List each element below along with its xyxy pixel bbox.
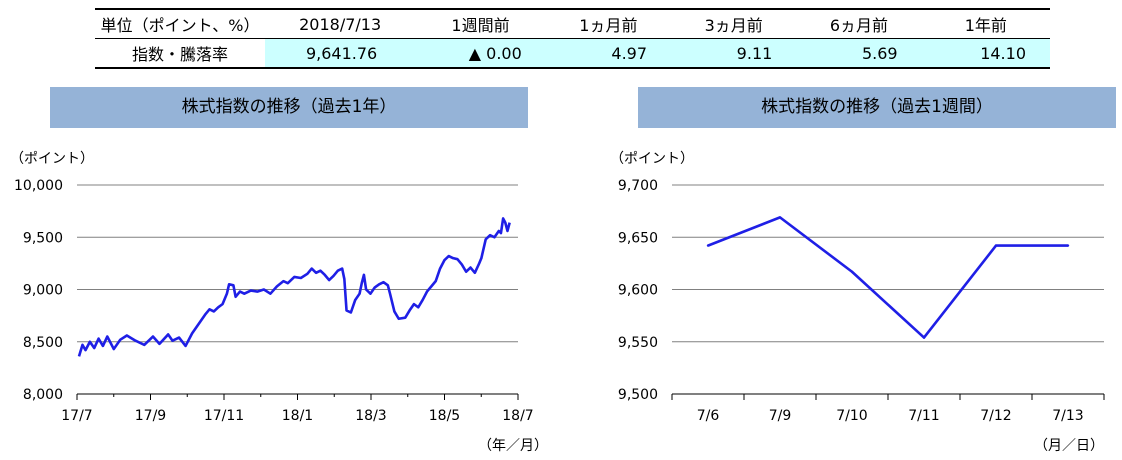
x-tick-label: 7/12 — [980, 408, 1011, 424]
chart-1year: 10,000 9,500 9,000 8,500 8,000 （ポイント） （年／月） 17/… — [10, 151, 548, 454]
y-tick-label: 9,650 — [618, 230, 658, 246]
data-point — [994, 244, 998, 247]
data-point — [922, 336, 926, 339]
y-tick-label: 10,000 — [14, 178, 63, 194]
value-3m: 9.11 — [671, 38, 797, 69]
x-tick-label: 7/9 — [769, 408, 792, 424]
data-point — [1066, 244, 1070, 247]
data-point — [850, 270, 854, 273]
value-1m: 4.97 — [545, 38, 672, 69]
header-1m: 1ヵ月前 — [545, 8, 672, 39]
y-axis-label: （ポイント） — [610, 151, 694, 167]
x-tick-label: 18/1 — [282, 408, 313, 424]
value-6m: 5.69 — [796, 38, 922, 69]
header-1y: 1年前 — [921, 8, 1050, 39]
header-date: 2018/7/13 — [265, 8, 416, 39]
x-axis-label: （年／月） — [478, 438, 548, 454]
x-tick-label: 18/3 — [355, 408, 386, 424]
x-tick-label: 18/7 — [502, 408, 533, 424]
data-point — [706, 244, 710, 247]
value-1y: 14.10 — [921, 38, 1050, 69]
x-tick-label: 7/10 — [836, 408, 867, 424]
y-axis-label: （ポイント） — [10, 151, 94, 167]
y-tick-label: 9,500 — [23, 230, 63, 246]
chart-title-1year: 株式指数の推移（過去1年） — [50, 87, 528, 128]
y-tick-label: 9,000 — [23, 283, 63, 299]
summary-header-row: 単位（ポイント、%） 2018/7/13 1週間前 1ヵ月前 3ヵ月前 6ヵ月前… — [95, 8, 1050, 39]
x-tick-label: 17/7 — [61, 408, 92, 424]
header-3m: 3ヵ月前 — [671, 8, 797, 39]
series-line-index — [77, 217, 511, 357]
y-tick-label: 9,500 — [618, 387, 658, 403]
y-tick-label: 9,550 — [618, 335, 658, 351]
y-tick-label: 8,500 — [23, 335, 63, 351]
value-index: 9,641.76 — [265, 38, 416, 69]
header-unit: 単位（ポイント、%） — [95, 8, 266, 39]
x-tick-label: 7/11 — [908, 408, 939, 424]
header-6m: 6ヵ月前 — [796, 8, 922, 39]
series-line-index — [707, 216, 1068, 339]
summary-value-row: 指数・騰落率 9,641.76 ▲ 0.00 4.97 9.11 5.69 14… — [95, 38, 1050, 69]
row-label: 指数・騰落率 — [95, 38, 266, 69]
x-tick-label: 17/9 — [135, 408, 166, 424]
data-point — [778, 216, 782, 219]
x-axis-label: （月／日） — [1034, 438, 1104, 454]
value-1w: ▲ 0.00 — [415, 38, 546, 69]
x-tick-label: 7/13 — [1052, 408, 1083, 424]
x-tick-label: 18/5 — [429, 408, 460, 424]
y-tick-label: 9,700 — [618, 178, 658, 194]
x-tick-label: 7/6 — [697, 408, 720, 424]
summary-table: 単位（ポイント、%） 2018/7/13 1週間前 1ヵ月前 3ヵ月前 6ヵ月前… — [95, 8, 1050, 69]
y-tick-label: 8,000 — [23, 387, 63, 403]
chart-title-1week: 株式指数の推移（過去1週間） — [638, 87, 1116, 128]
y-tick-label: 9,600 — [618, 283, 658, 299]
x-tick-label: 17/11 — [204, 408, 244, 424]
header-1w: 1週間前 — [415, 8, 546, 39]
